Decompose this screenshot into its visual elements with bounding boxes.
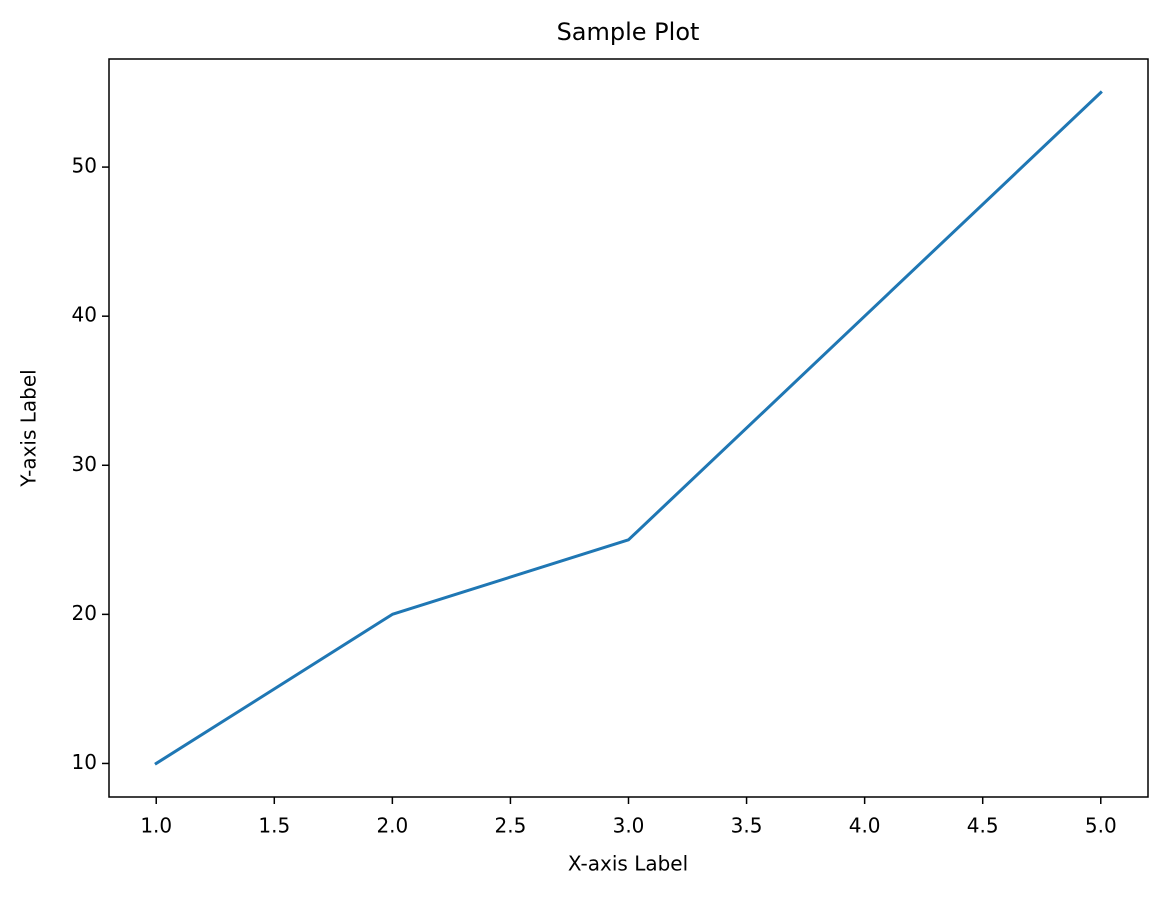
x-tick-label: 2.5 bbox=[495, 814, 527, 838]
y-axis-label: Y-axis Label bbox=[17, 369, 41, 487]
y-tick-label: 20 bbox=[72, 601, 97, 625]
x-tick-label: 4.5 bbox=[967, 814, 999, 838]
x-tick-label: 1.0 bbox=[140, 814, 172, 838]
line-series bbox=[154, 90, 1103, 766]
y-tick-label: 10 bbox=[72, 750, 97, 774]
x-tick-label: 2.0 bbox=[376, 814, 408, 838]
x-tick-label: 5.0 bbox=[1085, 814, 1117, 838]
y-tick-label: 30 bbox=[72, 452, 97, 476]
x-tick-label: 4.0 bbox=[849, 814, 881, 838]
x-tick-label: 3.0 bbox=[613, 814, 645, 838]
x-tick-label: 1.5 bbox=[258, 814, 290, 838]
chart-title: Sample Plot bbox=[557, 18, 700, 46]
x-axis-label: X-axis Label bbox=[568, 852, 688, 876]
x-tick-label: 3.5 bbox=[731, 814, 763, 838]
y-tick-label: 50 bbox=[72, 154, 97, 178]
plot-frame bbox=[108, 58, 1149, 798]
y-tick-label: 40 bbox=[72, 303, 97, 327]
